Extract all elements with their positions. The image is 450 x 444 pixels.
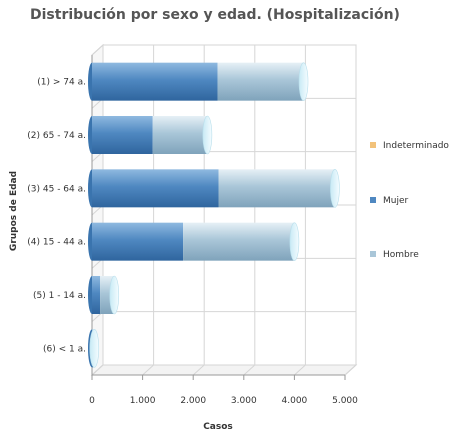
x-gridline-floor [243,364,256,376]
bar-segment-mujer [92,222,184,261]
legend-swatch-indeterminado [370,142,376,148]
bar-end-cap [109,275,120,315]
bar-segment-mujer [92,169,219,208]
bar-segment-hombre [152,116,208,154]
legend: Indeterminado Mujer Hombre [370,141,449,260]
legend-label-mujer: Mujer [383,196,409,206]
y-tick-label: (3) 45 - 64 a. [27,184,86,194]
axes: 0 1.000 2.000 3.000 4.000 5.000 (1) > 74 a. (2)… [27,55,358,406]
bars [88,62,340,368]
x-gridline-floor [344,364,357,376]
x-tick-label: 4.000 [282,396,308,406]
bar-group [88,275,120,315]
legend-swatch-hombre [370,251,376,257]
legend-label-indeterminado: Indeterminado [383,141,449,151]
x-gridline-floor [294,364,306,376]
y-tick-label: (5) 1 - 14 a. [33,291,86,301]
bar-end-cap [89,329,100,368]
y-tick-label: (2) 65 - 74 a. [27,131,86,141]
chart-title: Distribución por sexo y edad. (Hospitali… [30,7,400,23]
bar-end-cap [202,115,213,155]
bar-group [88,62,309,101]
y-tick-label: (4) 15 - 44 a. [27,238,86,248]
y-axis-label: Grupos de Edad [9,171,19,251]
x-gridline-floor [142,364,154,376]
bar-end-cap [330,169,340,208]
y-gridline-side [91,44,104,56]
y-tick-label: (6) < 1 a. [43,344,86,354]
x-axis-label: Casos [203,422,233,432]
bar-segment-mujer [92,116,153,154]
bar-end-cap [289,222,300,261]
bar-group [88,169,340,208]
legend-swatch-mujer [370,197,376,203]
bar-segment-hombre [218,169,335,208]
y-tick-label: (1) > 74 a. [37,78,86,88]
bar-segment-mujer [92,62,218,101]
x-tick-label: 1.000 [130,396,156,406]
bar-segment-hombre [217,62,304,101]
x-tick-label: 2.000 [180,396,206,406]
plot-floor [90,364,358,376]
x-tick-label: 3.000 [231,396,257,406]
bar-group [88,115,213,155]
bar-segment-mujer [92,276,101,314]
bar-end-cap [298,62,309,101]
y-gridline-side [91,364,104,376]
bar-segment-hombre [183,222,295,261]
bar-group [88,222,300,261]
legend-label-hombre: Hombre [383,250,419,260]
x-tick-label: 0 [89,396,95,406]
x-tick-label: 5.000 [332,396,358,406]
bar-group [88,329,100,368]
x-gridline-floor [192,364,205,376]
